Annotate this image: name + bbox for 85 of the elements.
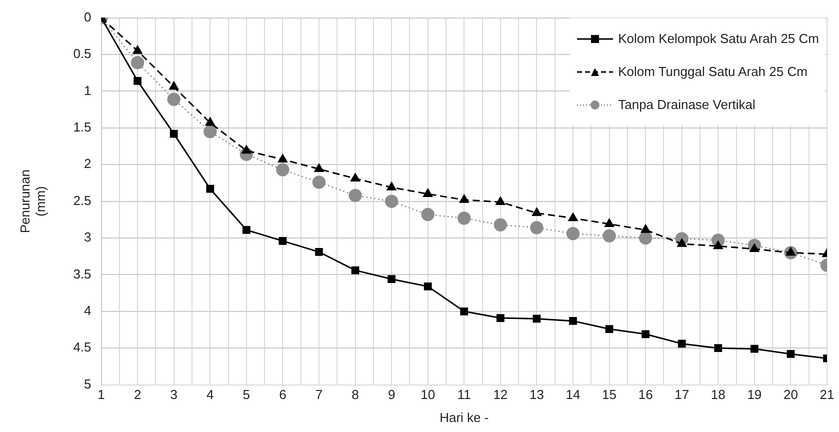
- y-tick-label: 2: [84, 156, 92, 172]
- y-tick-label: 1.5: [73, 119, 92, 134]
- x-tick-label: 8: [352, 387, 359, 402]
- point: [315, 248, 323, 256]
- point: [312, 176, 326, 189]
- x-tick-label: 9: [388, 387, 396, 402]
- legend-label: Kolom Kelompok Satu Arah 25 Cm: [618, 31, 819, 46]
- point: [460, 307, 468, 316]
- y-tick-label: 3: [84, 230, 92, 245]
- point: [170, 130, 178, 138]
- x-tick-label: 7: [315, 387, 323, 402]
- point: [458, 212, 471, 225]
- point: [638, 231, 652, 245]
- point: [169, 82, 178, 90]
- point: [496, 196, 506, 206]
- point: [459, 194, 469, 203]
- y-tick-label: 2.5: [73, 192, 92, 208]
- y-tick-label: 0.5: [73, 46, 92, 62]
- point: [423, 188, 432, 197]
- point: [530, 221, 544, 234]
- point: [132, 46, 142, 54]
- point: [786, 350, 795, 358]
- point: [496, 314, 504, 322]
- point: [714, 344, 722, 352]
- x-tick-label: 10: [420, 387, 436, 402]
- point: [569, 317, 577, 325]
- point: [206, 184, 214, 193]
- point: [750, 344, 758, 353]
- x-tick-label: 4: [206, 387, 214, 402]
- x-tick-label: 2: [134, 387, 142, 402]
- x-tick-label: 3: [170, 387, 178, 402]
- x-tick-label: 20: [783, 387, 798, 402]
- y-tick-label: 4.5: [73, 340, 92, 355]
- point: [276, 163, 290, 176]
- point: [384, 194, 398, 208]
- x-tick-label: 14: [566, 387, 580, 402]
- x-tick-label: 6: [279, 387, 286, 402]
- point: [642, 330, 650, 338]
- x-tick-label: 17: [674, 387, 690, 402]
- x-tick-label: 13: [529, 387, 544, 402]
- point: [278, 237, 287, 245]
- y-tick-label: 0: [84, 9, 92, 24]
- point: [134, 76, 142, 85]
- point: [314, 164, 324, 172]
- x-tick-label: 21: [820, 387, 834, 402]
- y-tick-label: 1: [84, 82, 92, 98]
- point: [532, 314, 541, 323]
- point: [604, 218, 614, 228]
- x-tick-label: 1: [98, 387, 105, 402]
- x-tick-label: 15: [602, 387, 617, 402]
- x-tick-label: 18: [710, 387, 726, 402]
- point: [713, 240, 723, 250]
- point: [602, 229, 616, 242]
- x-tick-label: 5: [242, 387, 250, 402]
- x-tick-label: 11: [457, 387, 471, 402]
- point: [278, 154, 288, 162]
- point: [167, 92, 180, 106]
- point: [421, 208, 434, 222]
- point: [678, 340, 686, 348]
- legend-label: Kolom Tunggal Satu Arah 25 Cm: [618, 64, 808, 79]
- point: [386, 182, 396, 190]
- y-tick-label: 4: [84, 302, 92, 318]
- point: [205, 118, 215, 126]
- y-tick-label: 3.5: [73, 266, 92, 282]
- point: [532, 208, 542, 216]
- x-tick-label: 16: [638, 387, 653, 402]
- point: [351, 266, 360, 274]
- x-axis-title: Hari ke -: [440, 410, 489, 425]
- legend-label: Tanpa Drainase Vertikal: [618, 97, 756, 112]
- point: [568, 212, 578, 222]
- point: [388, 275, 396, 284]
- x-tick-label: 12: [493, 387, 508, 402]
- y-tick-label: 5: [84, 376, 92, 392]
- point: [605, 325, 614, 333]
- point: [350, 173, 360, 182]
- point: [424, 282, 432, 290]
- point: [640, 224, 650, 233]
- point: [348, 188, 362, 202]
- x-tick-label: 19: [747, 387, 762, 402]
- y-axis-title: Penurunan (mm): [17, 169, 48, 234]
- point: [130, 56, 144, 70]
- point: [242, 226, 250, 234]
- point: [566, 226, 580, 240]
- point: [494, 218, 508, 232]
- point: [204, 124, 217, 138]
